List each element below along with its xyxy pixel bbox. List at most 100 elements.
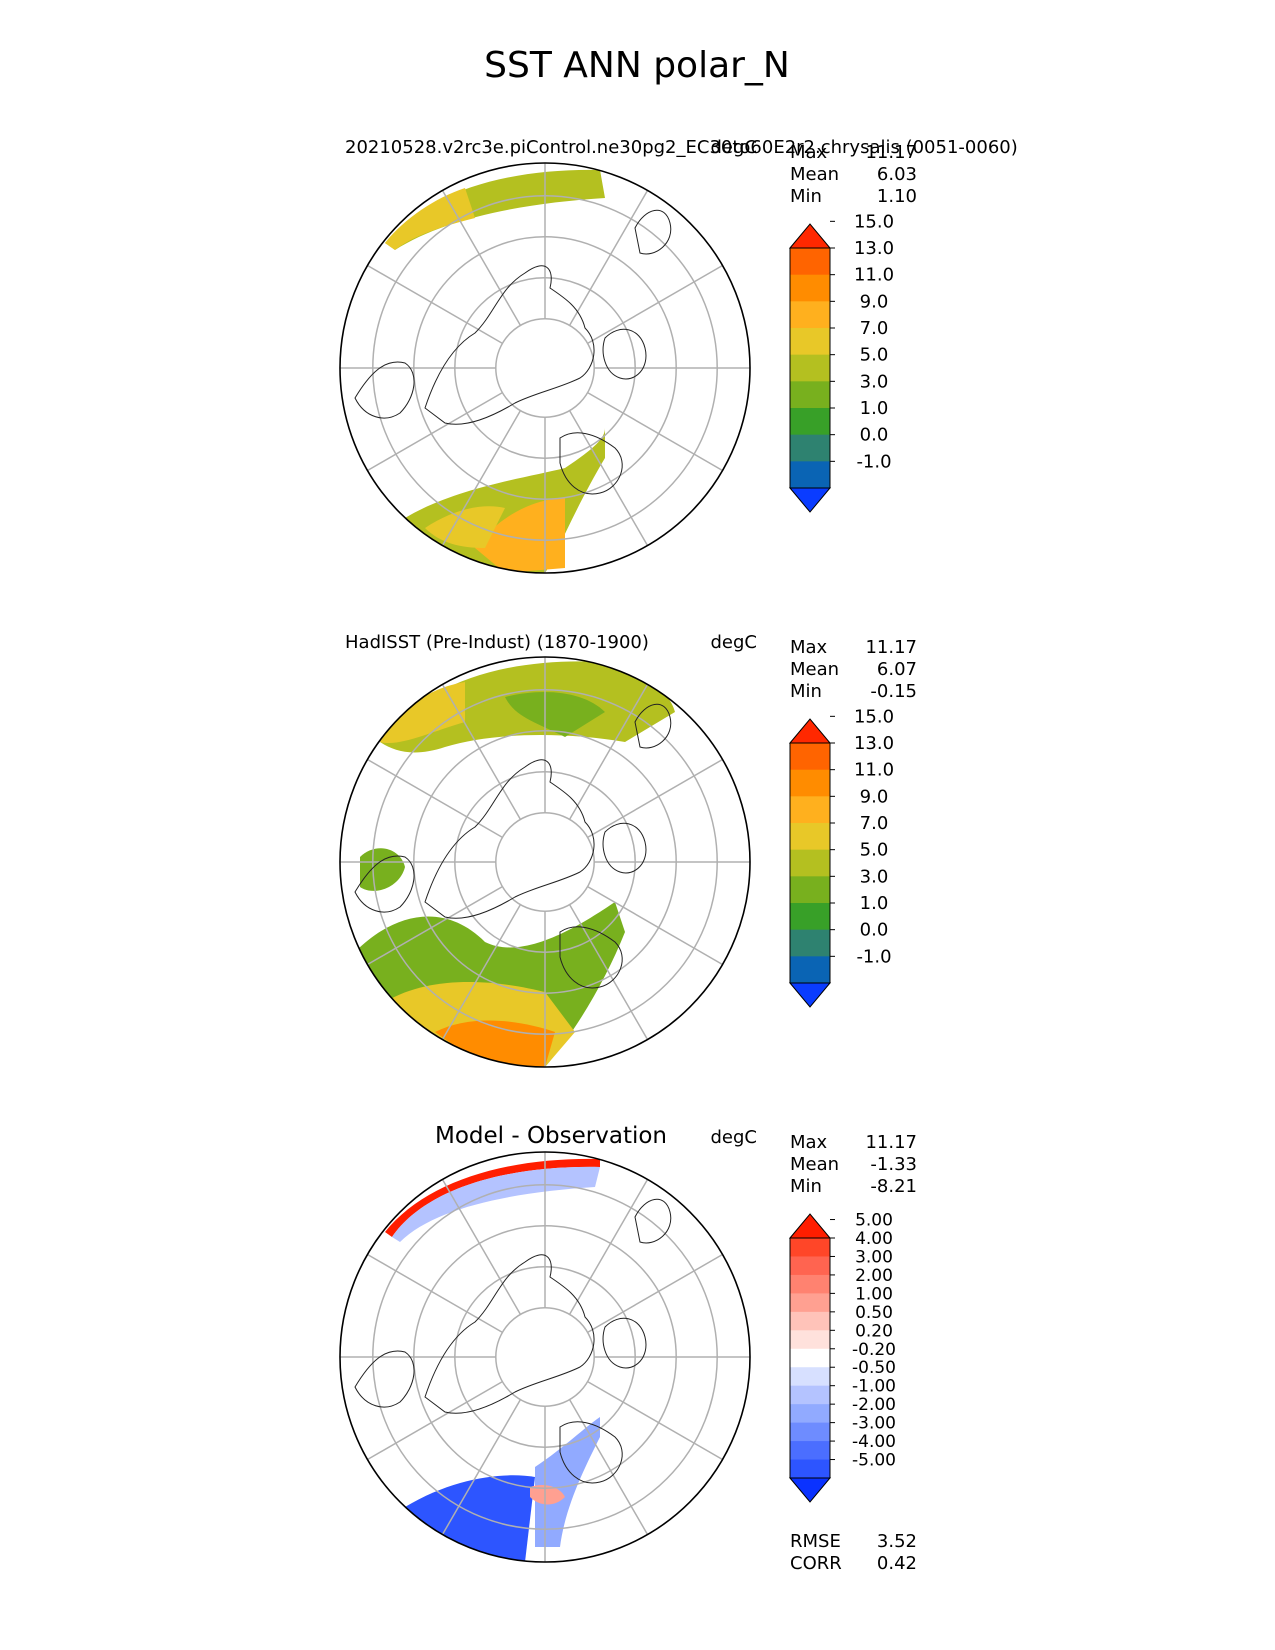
coastline bbox=[354, 1350, 415, 1408]
colorbar-segment bbox=[790, 849, 830, 877]
meridian-line bbox=[568, 684, 649, 820]
colorbar-segment bbox=[790, 1293, 830, 1313]
stats-observation: Max 11.17 Mean 6.07 Min -0.15 bbox=[790, 637, 917, 702]
colorbar-tick-label: 7.0 bbox=[860, 813, 889, 834]
metric-value: 0.42 bbox=[877, 1553, 917, 1574]
colorbar-tick-label: 1.0 bbox=[860, 398, 889, 419]
stat-value: 11.17 bbox=[865, 1132, 917, 1153]
colorbar-frame bbox=[789, 742, 831, 984]
latitude-circle bbox=[495, 1307, 595, 1407]
coastline bbox=[634, 704, 672, 749]
coastline bbox=[424, 759, 595, 919]
panel-observation-units: degC bbox=[711, 632, 758, 653]
stat-label: Max bbox=[790, 1132, 828, 1153]
field-region bbox=[535, 1417, 600, 1547]
meridian-line bbox=[441, 684, 522, 820]
colorbar-tick-label: 5.0 bbox=[860, 345, 889, 366]
colorbar-tick-label: 15.0 bbox=[854, 211, 894, 232]
meridian-line bbox=[367, 264, 503, 345]
colorbar-tick-label: 0.20 bbox=[855, 1321, 893, 1341]
colorbar-segment bbox=[790, 354, 830, 382]
polar-map-difference bbox=[339, 1151, 751, 1563]
colorbar-segment bbox=[790, 1422, 830, 1442]
colorbar-tick-label: -1.0 bbox=[856, 451, 891, 472]
colorbar-segment bbox=[790, 796, 830, 824]
panel-model-title: 20210528.v2rc3e.piControl.ne30pg2_EC30to… bbox=[345, 137, 1018, 158]
field-region bbox=[360, 848, 405, 891]
colorbar-segment bbox=[790, 1441, 830, 1461]
colorbar-segment bbox=[790, 769, 830, 797]
coastline bbox=[602, 1317, 647, 1369]
meridian-line bbox=[367, 1253, 503, 1334]
stat-value: 11.17 bbox=[865, 637, 917, 658]
latitude-circle bbox=[495, 318, 595, 418]
colorbar-segment bbox=[790, 381, 830, 409]
meridian-line bbox=[441, 904, 522, 1040]
coastline bbox=[559, 926, 623, 989]
colorbar-extend-min bbox=[788, 982, 832, 1008]
meridian-line bbox=[367, 758, 503, 839]
field-region bbox=[392, 1166, 600, 1242]
meridian-line bbox=[587, 1380, 723, 1461]
stat-label: Max bbox=[790, 142, 828, 163]
colorbar-segment bbox=[790, 248, 830, 276]
map-field bbox=[340, 1152, 750, 1562]
latitude-circle bbox=[495, 812, 595, 912]
colorbar-segment bbox=[790, 1385, 830, 1405]
colorbar-segment bbox=[790, 1459, 830, 1479]
colorbar-tick-label: 5.00 bbox=[855, 1211, 893, 1231]
stat-label: Min bbox=[790, 186, 822, 207]
panel-difference-units: degC bbox=[711, 1127, 758, 1148]
stat-label: Mean bbox=[790, 164, 839, 185]
colorbar-extend-max bbox=[788, 1213, 832, 1239]
coastline bbox=[354, 361, 415, 419]
colorbar-tick-label: 0.0 bbox=[860, 920, 889, 941]
colorbar-tick-label: 3.0 bbox=[860, 371, 889, 392]
colorbar-tick-label: 1.0 bbox=[860, 893, 889, 914]
colorbar-segment bbox=[790, 274, 830, 302]
meridian-line bbox=[441, 1179, 522, 1315]
colorbar-observation: -1.0 0.0 1.0 3.0 5.0 7.0 9.0 11.0 13.0 15.0 bbox=[788, 706, 894, 1008]
colorbar-tick-label: -5.00 bbox=[852, 1451, 896, 1471]
meridian-line bbox=[441, 190, 522, 326]
colorbar-segment bbox=[790, 876, 830, 904]
colorbar-segment bbox=[790, 408, 830, 436]
meridian-line bbox=[367, 885, 503, 966]
field-region bbox=[435, 1020, 555, 1067]
stat-label: Min bbox=[790, 1176, 822, 1197]
stat-value: 6.07 bbox=[877, 659, 917, 680]
panel-difference: Model - Observation degC Max 11.17 Mean -1.… bbox=[339, 1123, 917, 1574]
colorbar-frame bbox=[789, 247, 831, 489]
panel-model-units: degC bbox=[711, 137, 758, 158]
colorbar-segment bbox=[790, 929, 830, 957]
stat-value: -0.15 bbox=[870, 681, 917, 702]
colorbar-extend-min bbox=[788, 487, 832, 513]
meridian-line bbox=[587, 758, 723, 839]
stat-value: -1.33 bbox=[870, 1154, 917, 1175]
colorbar-tick-label: -0.20 bbox=[852, 1340, 896, 1360]
meridian-line bbox=[587, 885, 723, 966]
colorbar-tick-label: 3.00 bbox=[855, 1247, 893, 1267]
stat-label: Max bbox=[790, 637, 828, 658]
colorbar-tick-label: -2.00 bbox=[852, 1395, 896, 1415]
colorbar-segment bbox=[790, 743, 830, 771]
coastline bbox=[424, 1254, 595, 1414]
metrics-difference: RMSE 3.52 CORR 0.42 bbox=[790, 1531, 917, 1574]
field-region bbox=[425, 506, 505, 548]
colorbar-tick-label: 11.0 bbox=[854, 760, 894, 781]
coastline bbox=[634, 210, 672, 255]
colorbar-segment bbox=[790, 461, 830, 489]
metric-label: CORR bbox=[790, 1553, 842, 1574]
colorbar-model: -1.0 0.0 1.0 3.0 5.0 7.0 9.0 11.0 13.0 15.0 bbox=[788, 211, 894, 513]
colorbar-tick-label: 2.00 bbox=[855, 1266, 893, 1286]
polar-map-observation bbox=[339, 656, 751, 1068]
colorbar-tick-label: -1.0 bbox=[856, 946, 891, 967]
field-region bbox=[505, 692, 605, 737]
colorbar-tick-label: 11.0 bbox=[854, 265, 894, 286]
meridian-line bbox=[587, 391, 723, 472]
colorbar-segment bbox=[790, 1404, 830, 1424]
stat-label: Mean bbox=[790, 1154, 839, 1175]
meridian-line bbox=[367, 391, 503, 472]
field-region bbox=[530, 1485, 565, 1505]
